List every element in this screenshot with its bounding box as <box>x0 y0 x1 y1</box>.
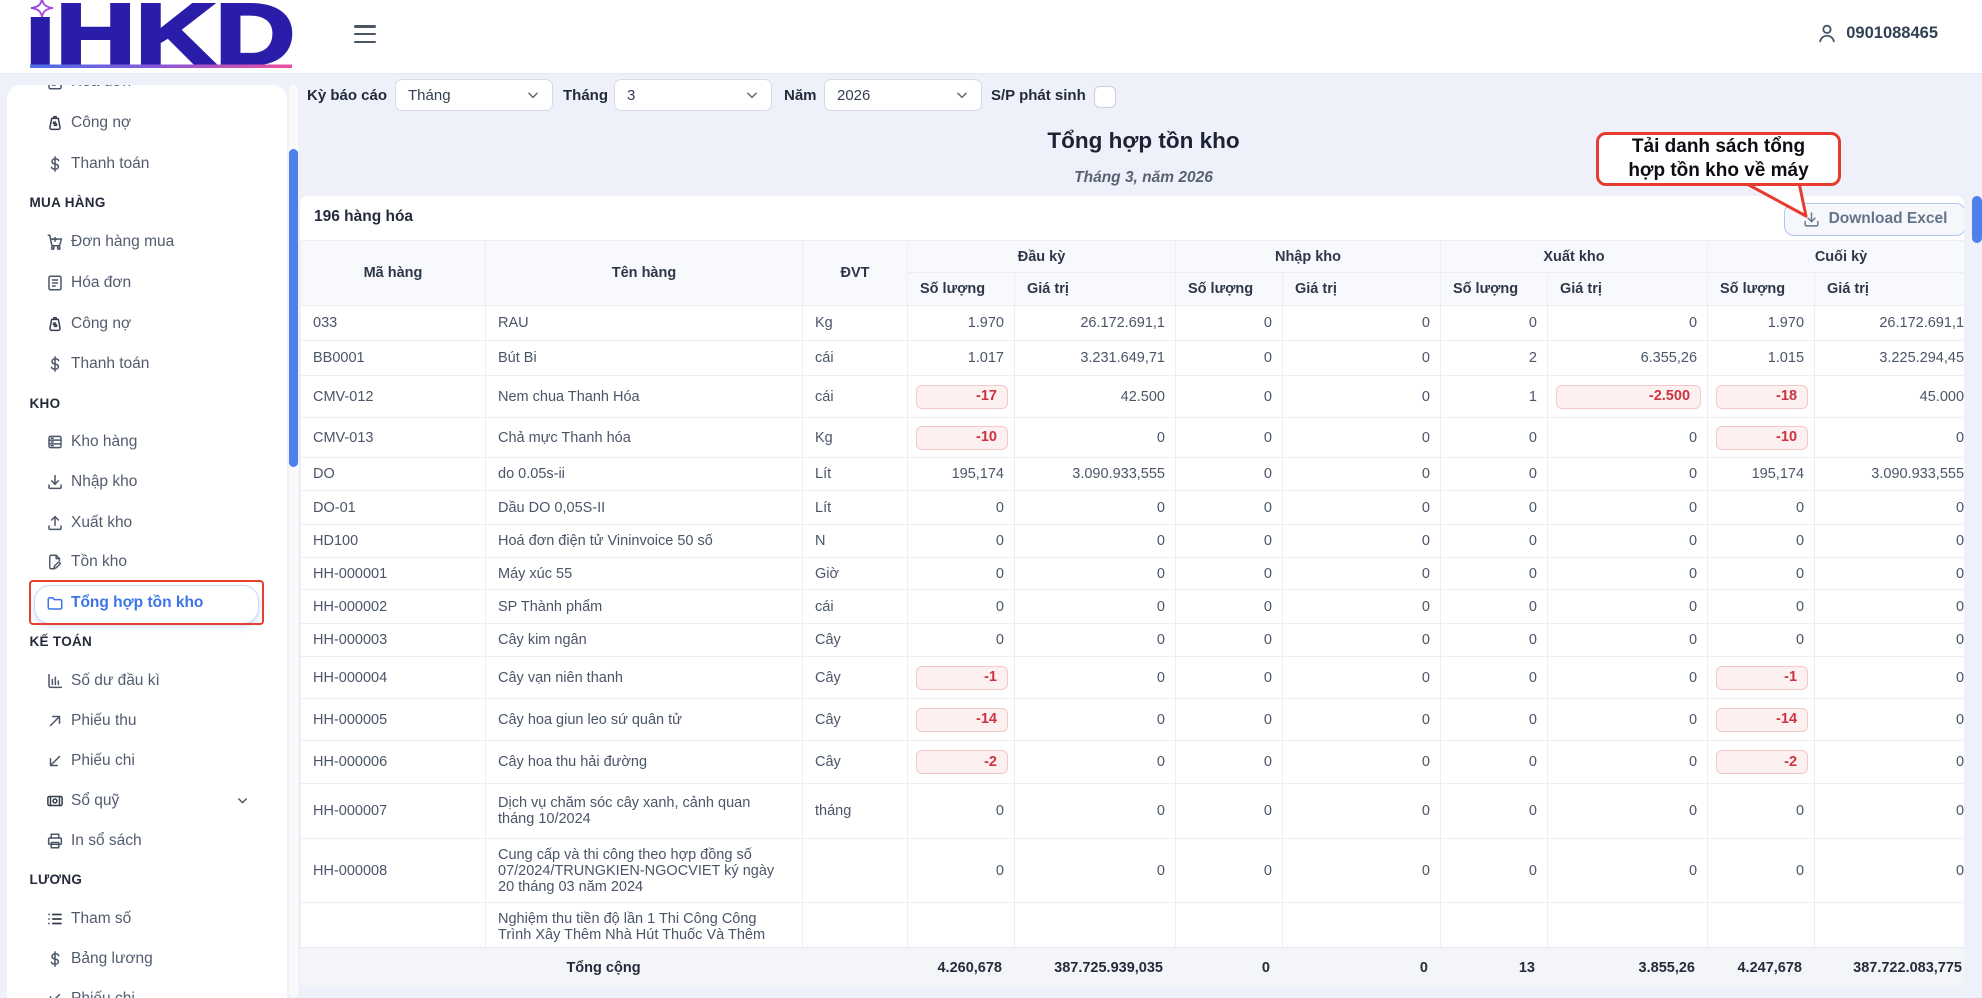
svg-text:iHKD: iHKD <box>30 0 295 72</box>
